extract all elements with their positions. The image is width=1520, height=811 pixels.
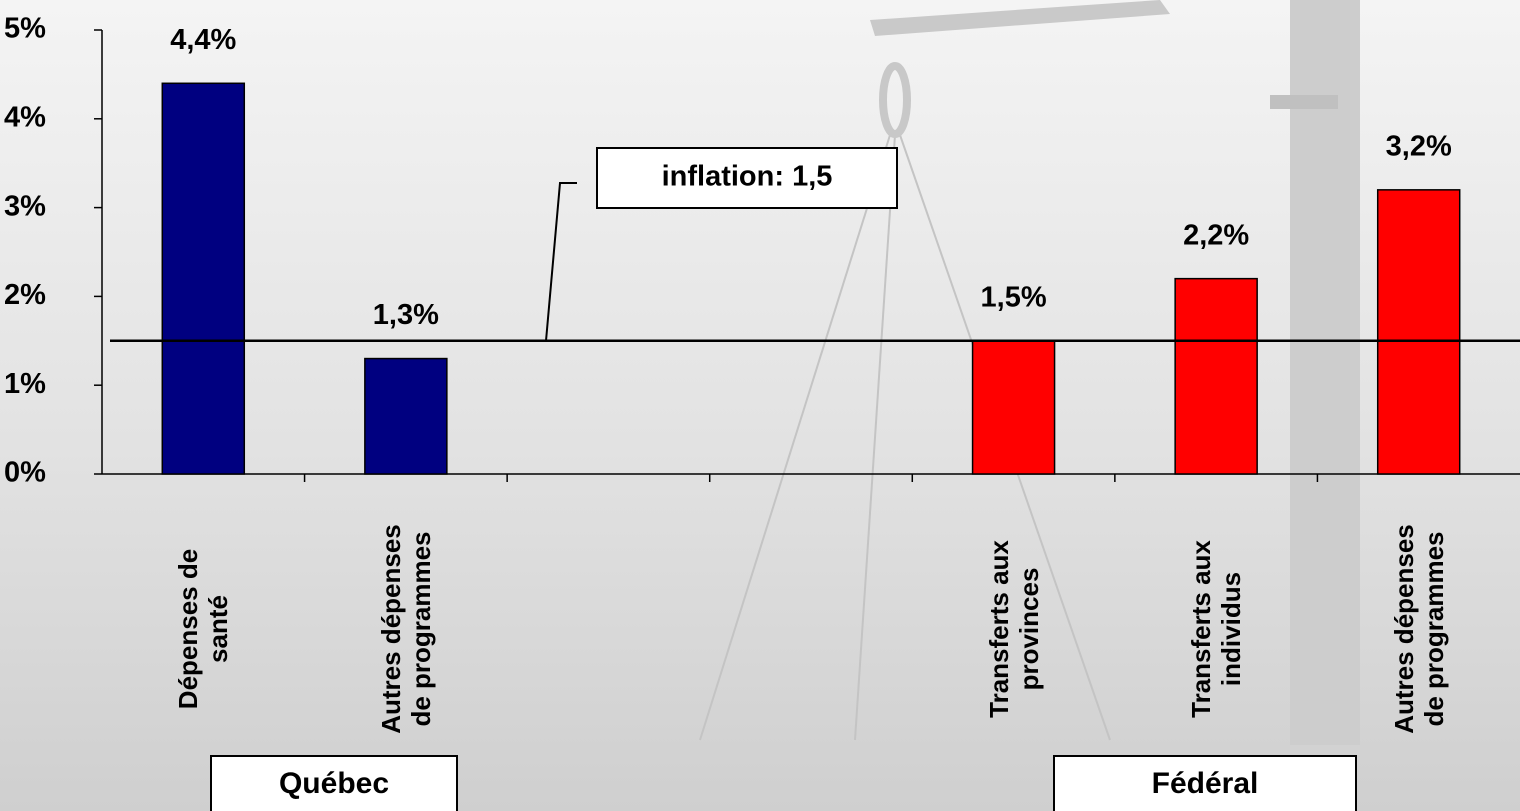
y-tick-label: 5% (4, 13, 46, 45)
value-label: 2,2% (1183, 219, 1249, 251)
bar (971, 340, 1056, 475)
value-label: 4,4% (170, 24, 236, 56)
x-tick-label: Dépenses de santé (173, 548, 234, 710)
bar (1174, 277, 1258, 475)
annotation-leader (545, 182, 577, 341)
annotation-label: inflation: 1,5 (662, 161, 833, 193)
y-tick-label: 0% (4, 457, 46, 489)
bar (161, 82, 246, 475)
y-tick-label: 3% (4, 190, 46, 222)
value-label: 3,2% (1386, 130, 1452, 162)
annotation-box (596, 147, 898, 209)
bar (1376, 189, 1461, 475)
x-tick-label: Autres dépenses de programmes (375, 524, 436, 734)
y-tick-label: 2% (4, 279, 46, 311)
bar (364, 357, 448, 475)
group-label: Fédéral (1053, 755, 1357, 811)
group-label: Québec (210, 755, 458, 811)
value-label: 1,5% (981, 281, 1047, 313)
value-label: 1,3% (373, 299, 439, 331)
x-tick-label: Autres dépenses de programmes (1388, 524, 1449, 734)
x-tick-label: Transferts aux provinces (983, 540, 1044, 718)
y-tick-label: 4% (4, 101, 46, 133)
y-tick-label: 1% (4, 368, 46, 400)
x-tick-label: Transferts aux individus (1186, 540, 1247, 718)
background-scale (699, 0, 1360, 745)
